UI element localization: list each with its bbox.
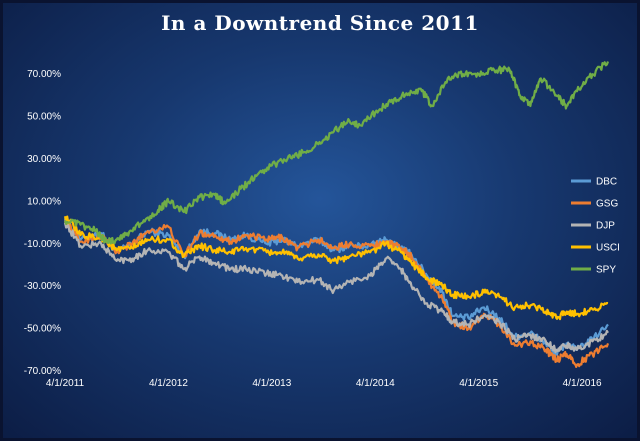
y-tick-label: -50.00%	[24, 324, 61, 335]
series-line-spy	[63, 61, 610, 245]
legend-label: DBC	[596, 177, 617, 188]
y-tick-label: 70.00%	[27, 69, 61, 80]
legend-label: DJP	[596, 221, 615, 232]
y-tick-label: -10.00%	[24, 239, 61, 250]
y-tick-label: -30.00%	[24, 281, 61, 292]
y-tick-label: 30.00%	[27, 154, 61, 165]
x-tick-label: 4/1/2012	[149, 378, 188, 389]
x-tick-label: 4/1/2013	[252, 378, 291, 389]
x-tick-label: 4/1/2015	[459, 378, 498, 389]
chart-title: In a Downtrend Since 2011	[161, 11, 479, 35]
y-tick-label: 10.00%	[27, 196, 61, 207]
x-tick-label: 4/1/2014	[356, 378, 395, 389]
y-tick-label: -70.00%	[24, 366, 61, 377]
line-chart: 70.00% 50.00% 30.00% 10.00% -10.00% -30.00% -5…	[24, 61, 620, 389]
legend-label: GSG	[596, 199, 618, 210]
y-tick-label: 50.00%	[27, 112, 61, 123]
x-tick-label: 4/1/2011	[46, 378, 85, 389]
legend-label: SPY	[596, 265, 616, 276]
series-line-gsg	[63, 220, 610, 368]
legend-label: USCI	[596, 243, 620, 254]
series-line-usci	[63, 215, 609, 321]
x-tick-label: 4/1/2016	[563, 378, 602, 389]
series-line-djp	[63, 222, 609, 354]
